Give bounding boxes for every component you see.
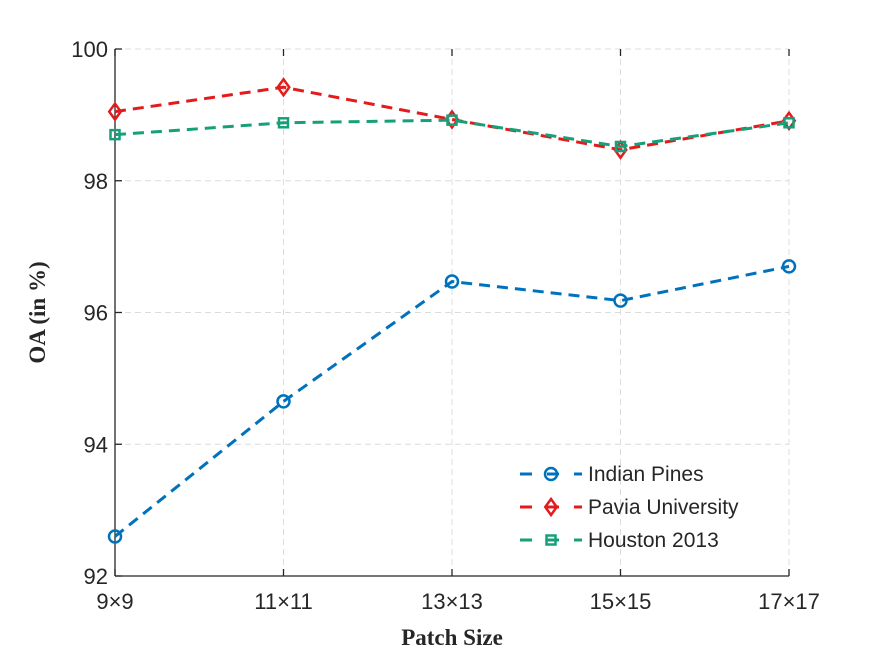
y-tick-label: 100	[71, 37, 108, 62]
axes	[114, 48, 790, 577]
series-line-houston-2013	[114, 118, 790, 149]
y-tick-label: 98	[84, 169, 108, 194]
data-point-houston-2013	[783, 117, 795, 129]
legend-label-pavia-university: Pavia University	[588, 496, 739, 519]
data-point-houston-2013	[277, 117, 290, 129]
legend-item-indian-pines: Indian Pines	[520, 463, 704, 486]
data-point-indian-pines	[781, 259, 797, 274]
legend-item-houston-2013: Houston 2013	[520, 529, 719, 552]
tick-labels: 9×9 11×11 13×13 15×15 17×17 92 94 96 98 100	[71, 37, 820, 614]
legend-label-indian-pines: Indian Pines	[588, 463, 704, 486]
x-tick-label: 15×15	[590, 589, 652, 614]
y-axis-label: OA (in %)	[25, 261, 50, 363]
series-group	[107, 77, 797, 544]
data-point-indian-pines	[444, 274, 460, 289]
data-point-pavia-university	[276, 77, 291, 98]
legend-item-pavia-university: Pavia University	[520, 496, 739, 519]
data-point-indian-pines	[276, 394, 291, 409]
legend-marker-pavia-university	[543, 496, 559, 518]
legend-marker-indian-pines	[543, 466, 559, 482]
legend-marker-houston-2013	[545, 534, 557, 546]
x-tick-label: 13×13	[421, 589, 483, 614]
x-tick-label: 17×17	[758, 589, 820, 614]
y-tick-label: 92	[84, 564, 108, 589]
data-point-houston-2013	[614, 140, 627, 153]
legend-label-houston-2013: Houston 2013	[588, 529, 719, 552]
data-point-indian-pines	[613, 293, 628, 308]
data-point-houston-2013	[109, 128, 121, 141]
series-houston-2013	[109, 114, 795, 153]
legend: Indian Pines Pavia University Houston 2013	[520, 463, 739, 552]
series-line-indian-pines	[114, 264, 790, 538]
data-point-houston-2013	[446, 114, 458, 126]
x-axis-label: Patch Size	[401, 625, 503, 650]
series-line-pavia-university	[114, 85, 790, 152]
data-point-pavia-university	[107, 101, 123, 122]
x-tick-label: 9×9	[96, 589, 133, 614]
x-tick-label: 11×11	[254, 589, 313, 614]
y-tick-label: 96	[84, 301, 108, 326]
series-indian-pines	[107, 259, 797, 544]
y-tick-label: 94	[84, 432, 108, 457]
data-point-indian-pines	[107, 529, 123, 544]
